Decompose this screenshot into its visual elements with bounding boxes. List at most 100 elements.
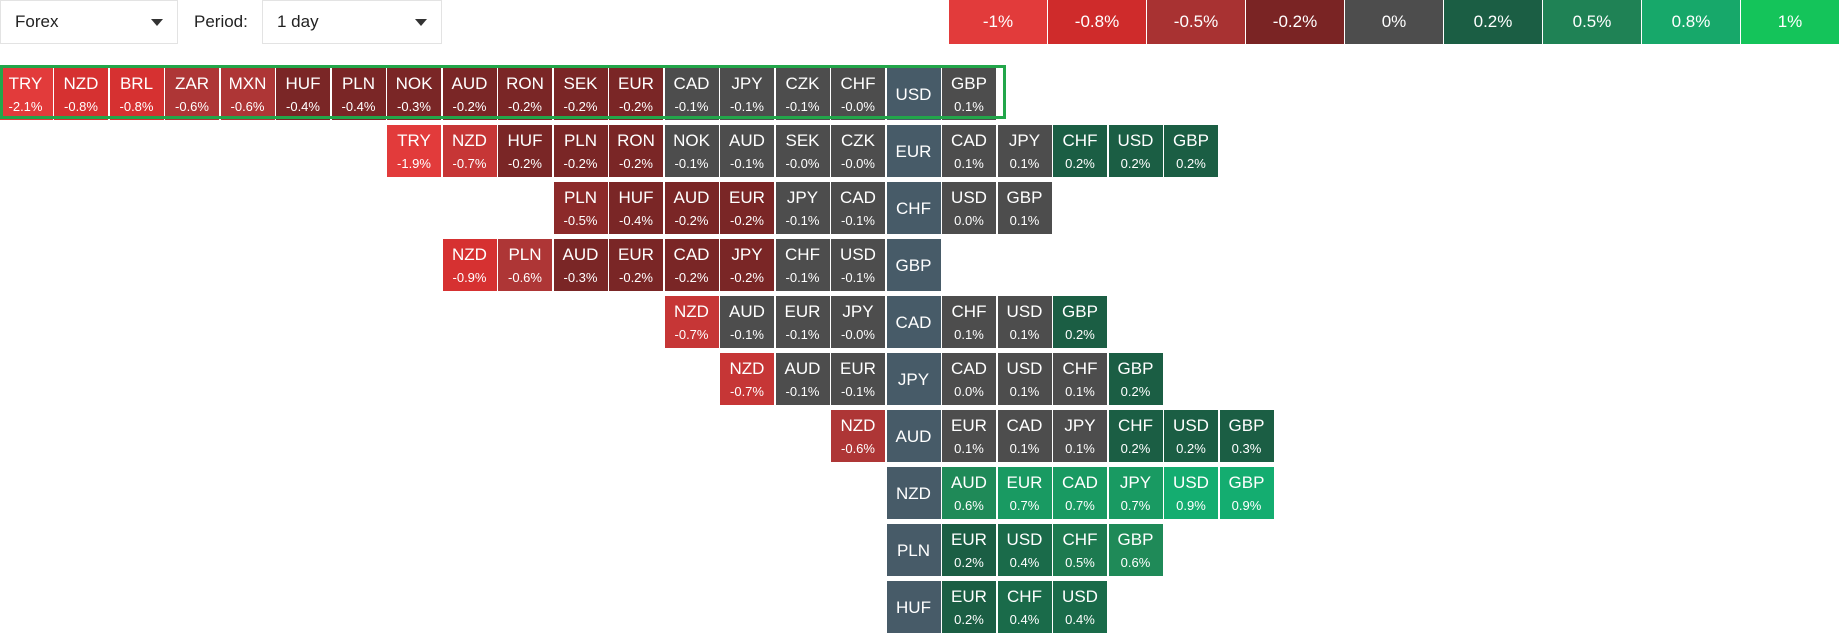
currency-pair-tile[interactable]: CHF -0.1% [775,239,830,291]
currency-pair-tile[interactable]: EUR 0.7% [997,467,1052,519]
currency-pair-tile[interactable]: CHF 0.4% [997,581,1052,633]
currency-pair-tile[interactable]: CAD 0.0% [942,353,996,405]
currency-pair-tile[interactable]: HUF -0.4% [276,68,330,120]
percent-change: -0.2% [563,99,598,114]
base-currency-tile[interactable]: JPY [886,353,941,405]
currency-pair-tile[interactable]: USD -0.1% [831,239,885,291]
currency-pair-tile[interactable]: JPY -0.1% [720,68,774,120]
base-currency-tile[interactable]: EUR [886,125,941,177]
currency-pair-tile[interactable]: NZD -0.6% [831,410,885,462]
currency-pair-tile[interactable]: CHF 0.1% [942,296,996,348]
currency-pair-tile[interactable]: JPY 0.1% [1053,410,1107,462]
currency-pair-tile[interactable]: EUR -0.2% [609,239,663,291]
currency-pair-tile[interactable]: USD 0.4% [997,524,1052,576]
currency-pair-tile[interactable]: EUR 0.2% [942,524,996,576]
currency-pair-tile[interactable]: GBP 0.2% [1164,125,1218,177]
currency-pair-tile[interactable]: CAD 0.1% [942,125,996,177]
currency-pair-tile[interactable]: CHF 0.5% [1053,524,1107,576]
currency-pair-tile[interactable]: AUD -0.3% [553,239,608,291]
currency-pair-tile[interactable]: GBP 0.1% [942,68,996,120]
currency-pair-tile[interactable]: USD 0.4% [1053,581,1107,633]
currency-pair-tile[interactable]: EUR 0.2% [942,581,996,633]
currency-pair-tile[interactable]: CHF 0.2% [1053,125,1107,177]
currency-pair-tile[interactable]: USD 0.0% [942,182,996,234]
currency-pair-tile[interactable]: CZK -0.0% [831,125,885,177]
currency-pair-tile[interactable]: JPY 0.7% [1108,467,1163,519]
currency-pair-tile[interactable]: USD 0.2% [1164,410,1218,462]
currency-pair-tile[interactable]: NZD -0.7% [442,125,497,177]
percent-change: 0.2% [1176,156,1206,171]
currency-pair-tile[interactable]: GBP 0.1% [997,182,1052,234]
currency-pair-tile[interactable]: SEK -0.0% [775,125,830,177]
base-currency-tile[interactable]: NZD [886,467,941,519]
currency-pair-tile[interactable]: ZAR -0.6% [165,68,219,120]
currency-pair-tile[interactable]: HUF -0.2% [498,125,552,177]
base-currency-tile[interactable]: PLN [886,524,941,576]
currency-code: AUD [895,426,932,446]
currency-pair-tile[interactable]: USD 0.9% [1164,467,1218,519]
period-select[interactable]: 1 day [262,0,442,44]
currency-pair-tile[interactable]: AUD -0.2% [442,68,497,120]
currency-pair-tile[interactable]: JPY -0.1% [775,182,830,234]
currency-pair-tile[interactable]: NOK -0.3% [387,68,441,120]
currency-pair-tile[interactable]: CHF 0.2% [1108,410,1163,462]
currency-pair-tile[interactable]: JPY -0.0% [831,296,885,348]
currency-pair-tile[interactable]: EUR -0.2% [720,182,774,234]
currency-pair-tile[interactable]: CHF -0.0% [831,68,885,120]
currency-code: USD [1062,587,1098,606]
currency-pair-tile[interactable]: NZD -0.8% [54,68,108,120]
currency-pair-tile[interactable]: CAD 0.1% [997,410,1052,462]
currency-pair-tile[interactable]: EUR -0.2% [609,68,663,120]
currency-pair-tile[interactable]: CZK -0.1% [775,68,830,120]
currency-pair-tile[interactable]: BRL -0.8% [109,68,164,120]
currency-pair-tile[interactable]: AUD -0.1% [720,125,774,177]
currency-pair-tile[interactable]: TRY -1.9% [387,125,441,177]
currency-pair-tile[interactable]: CAD 0.7% [1053,467,1107,519]
percent-change: 0.1% [954,156,984,171]
currency-pair-tile[interactable]: USD 0.2% [1108,125,1163,177]
currency-pair-tile[interactable]: NZD -0.9% [442,239,497,291]
base-currency-tile[interactable]: HUF [886,581,941,633]
currency-pair-tile[interactable]: NZD -0.7% [664,296,719,348]
currency-pair-tile[interactable]: PLN -0.2% [553,125,608,177]
percent-change: 0.2% [1120,384,1151,399]
base-currency-tile[interactable]: USD [886,68,941,120]
currency-pair-tile[interactable]: AUD -0.1% [775,353,830,405]
currency-pair-tile[interactable]: GBP 0.2% [1053,296,1107,348]
currency-pair-tile[interactable]: JPY -0.2% [720,239,774,291]
currency-pair-tile[interactable]: NOK -0.1% [664,125,719,177]
currency-pair-tile[interactable]: PLN -0.5% [553,182,608,234]
currency-pair-tile[interactable]: RON -0.2% [498,68,552,120]
currency-pair-tile[interactable]: RON -0.2% [609,125,663,177]
currency-pair-tile[interactable]: CAD -0.1% [831,182,885,234]
currency-pair-tile[interactable]: PLN -0.6% [498,239,552,291]
base-currency-tile[interactable]: AUD [886,410,941,462]
market-select[interactable]: Forex [0,0,178,44]
currency-pair-tile[interactable]: MXN -0.6% [220,68,275,120]
currency-pair-tile[interactable]: USD 0.1% [997,296,1052,348]
currency-pair-tile[interactable]: JPY 0.1% [997,125,1052,177]
currency-pair-tile[interactable]: PLN -0.4% [331,68,386,120]
currency-pair-tile[interactable]: GBP 0.9% [1219,467,1274,519]
currency-pair-tile[interactable]: CAD -0.1% [664,68,719,120]
currency-pair-tile[interactable]: SEK -0.2% [553,68,608,120]
base-currency-tile[interactable]: GBP [886,239,941,291]
currency-pair-tile[interactable]: CAD -0.2% [664,239,719,291]
currency-pair-tile[interactable]: GBP 0.2% [1108,353,1163,405]
currency-pair-tile[interactable]: EUR -0.1% [775,296,830,348]
currency-pair-tile[interactable]: TRY -2.1% [0,68,53,120]
currency-pair-tile[interactable]: GBP 0.3% [1219,410,1274,462]
currency-pair-tile[interactable]: AUD -0.2% [664,182,719,234]
currency-pair-tile[interactable]: AUD 0.6% [942,467,996,519]
currency-pair-tile[interactable]: EUR -0.1% [831,353,885,405]
base-currency-tile[interactable]: CAD [886,296,941,348]
currency-pair-tile[interactable]: AUD -0.1% [720,296,774,348]
currency-code: HUF [507,131,543,150]
base-currency-tile[interactable]: CHF [886,182,941,234]
currency-pair-tile[interactable]: NZD -0.7% [720,353,774,405]
currency-pair-tile[interactable]: GBP 0.6% [1108,524,1163,576]
currency-pair-tile[interactable]: HUF -0.4% [609,182,663,234]
currency-pair-tile[interactable]: EUR 0.1% [942,410,996,462]
currency-pair-tile[interactable]: USD 0.1% [997,353,1052,405]
currency-pair-tile[interactable]: CHF 0.1% [1053,353,1107,405]
